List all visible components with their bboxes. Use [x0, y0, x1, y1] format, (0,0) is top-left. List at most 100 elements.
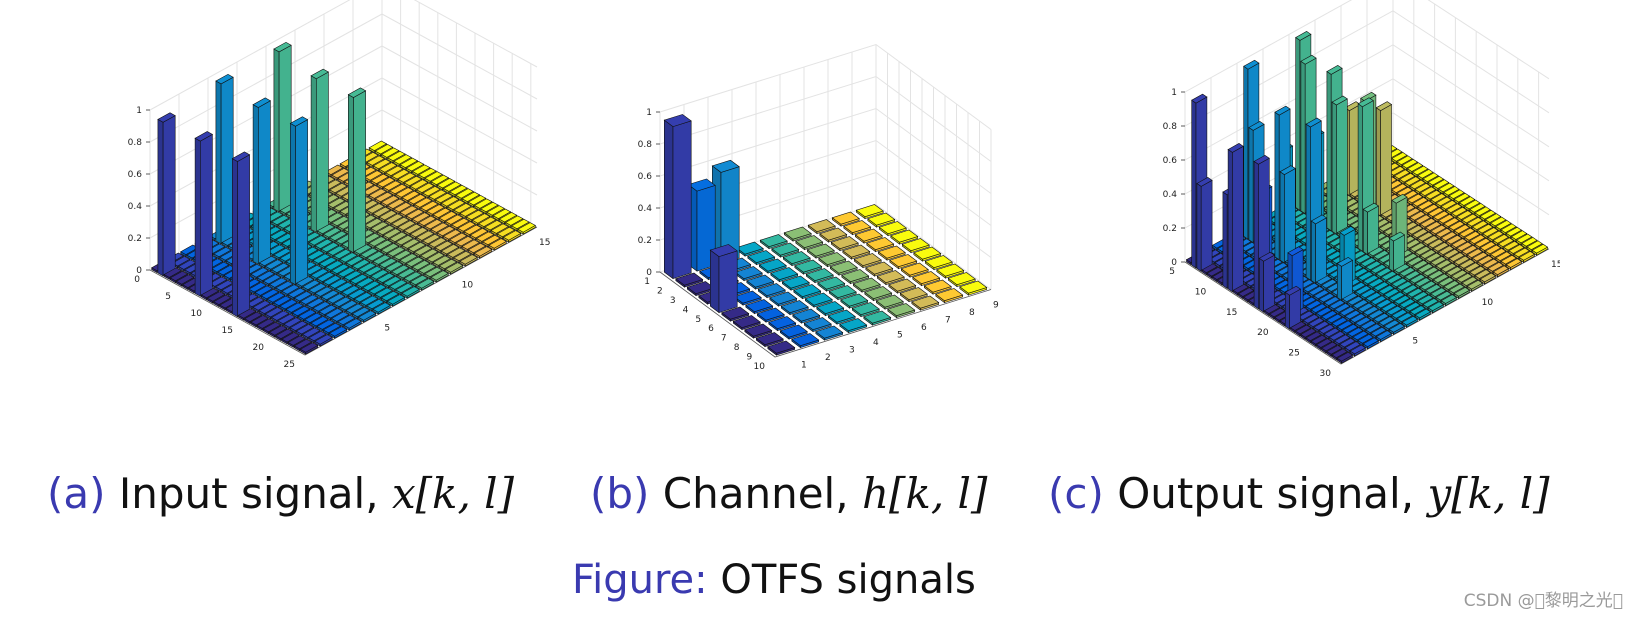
bar-top — [215, 73, 234, 85]
bar-top — [1349, 281, 1367, 292]
bar-top — [1490, 216, 1507, 227]
col-tick-label: 15 — [1551, 260, 1560, 270]
bar-top — [1469, 265, 1486, 276]
z-tick-label: 1 — [136, 106, 142, 116]
bar-top — [471, 213, 491, 224]
bar-top — [1393, 263, 1411, 274]
bar-top — [792, 308, 821, 322]
bar-top — [851, 302, 880, 316]
bar — [804, 292, 833, 308]
bar-top — [264, 307, 284, 318]
bar-top — [430, 174, 450, 185]
bar-top — [1427, 238, 1445, 249]
bar — [842, 244, 871, 260]
bar — [865, 261, 894, 277]
bar-face — [1376, 107, 1381, 217]
bar-top — [411, 164, 431, 175]
z-tick-label: 0.2 — [128, 234, 142, 244]
bar-top — [1451, 269, 1468, 280]
bar-face — [295, 119, 308, 286]
bar-top — [283, 317, 302, 328]
bar-top — [237, 308, 257, 319]
bar-top — [324, 308, 344, 319]
col-tick-label: 2 — [825, 353, 831, 363]
bar-top — [378, 162, 398, 173]
bar-top — [1461, 213, 1478, 224]
bar-top — [420, 200, 439, 212]
bar-top — [1191, 93, 1208, 104]
bar — [459, 254, 478, 267]
bar-top — [1469, 234, 1486, 245]
bar-top — [1422, 203, 1439, 214]
col-tick-label: 9 — [993, 301, 999, 311]
axis-frame — [149, 226, 538, 356]
bar-top — [887, 303, 916, 317]
bar-top — [1367, 309, 1385, 320]
bar-top — [314, 334, 333, 345]
bar — [1258, 251, 1276, 313]
bar — [663, 114, 692, 280]
row-tick-label: 15 — [222, 326, 233, 336]
bar-face — [1357, 103, 1363, 252]
bar-top — [1422, 298, 1439, 308]
bar-top — [839, 318, 868, 332]
bar-top — [420, 248, 439, 259]
bar-top — [465, 209, 485, 221]
bar-top — [1419, 217, 1437, 228]
bar-face — [1326, 70, 1332, 232]
bar-top — [364, 218, 383, 229]
bar — [1492, 265, 1510, 278]
z-tick-label: 0.6 — [638, 172, 653, 182]
col-tick-label: 3 — [849, 346, 855, 356]
bar-top — [1248, 121, 1265, 131]
bar-top — [1464, 199, 1481, 210]
bar-top — [254, 285, 274, 296]
bar-top — [1380, 270, 1398, 281]
bar-top — [890, 229, 919, 243]
bar — [1336, 257, 1354, 301]
row-tick-label: 5 — [1169, 267, 1175, 277]
bar-top — [805, 268, 834, 282]
col-tick-label: 4 — [873, 338, 879, 348]
bar-top — [330, 311, 350, 322]
bar — [758, 258, 787, 274]
bar-top — [1425, 221, 1442, 231]
bar-top — [1258, 251, 1276, 262]
bar-top — [1458, 259, 1476, 269]
bar-top — [675, 272, 704, 286]
bar-top — [1417, 263, 1434, 273]
bar-top — [415, 278, 435, 289]
bar-top — [432, 207, 452, 218]
bar — [807, 219, 836, 235]
bar — [1310, 214, 1328, 284]
bar-top — [780, 300, 809, 314]
bar-top — [318, 256, 338, 268]
bar-top — [1378, 284, 1395, 295]
bar-top — [418, 167, 437, 179]
bar — [889, 254, 918, 270]
bar-top — [1531, 243, 1549, 254]
bar-top — [1323, 233, 1341, 244]
grid-line — [659, 75, 992, 162]
bar-top — [480, 201, 499, 213]
bar-top — [399, 157, 419, 168]
bar-top — [1477, 223, 1494, 234]
bar — [1531, 243, 1549, 256]
bar — [794, 259, 823, 275]
bar-top — [469, 228, 489, 239]
bar-top — [293, 291, 313, 302]
bar-top — [353, 244, 373, 255]
bar-top — [1375, 330, 1393, 340]
bar-top — [347, 288, 367, 299]
bar-top — [434, 192, 454, 204]
bar — [767, 340, 796, 356]
bar-top — [275, 328, 294, 339]
bar-top — [935, 288, 964, 302]
bar — [805, 268, 834, 284]
bar-top — [1445, 266, 1463, 276]
bar-top — [347, 87, 367, 98]
bar-top — [424, 266, 443, 278]
bar-top — [475, 231, 495, 242]
bar-top — [843, 220, 872, 234]
bar — [899, 287, 928, 303]
